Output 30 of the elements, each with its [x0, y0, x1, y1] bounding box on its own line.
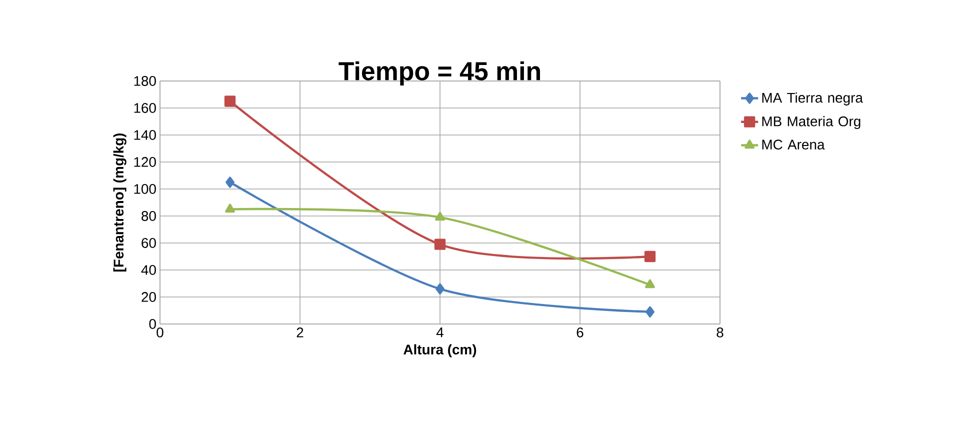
point: [225, 204, 235, 213]
point: [224, 96, 236, 107]
y-tick-label: 140: [134, 130, 156, 140]
y-tick-label: 100: [134, 184, 156, 194]
point: [435, 212, 445, 221]
y-tick-label: 160: [134, 103, 156, 113]
x-tick-label: 4: [436, 328, 444, 338]
y-tick-label: 0: [149, 319, 156, 329]
chart-title: Tiempo = 45 min: [338, 61, 540, 86]
y-tick-label: 80: [142, 211, 156, 221]
legend-label: MB Materia Org: [762, 116, 860, 130]
point: [646, 306, 654, 318]
x-tick-label: 8: [716, 328, 724, 338]
x-tick-label: 2: [296, 328, 304, 338]
y-axis-title: [Fenantreno] (mg/kg): [113, 133, 126, 272]
x-axis-title: Altura (cm): [404, 344, 476, 358]
point: [436, 283, 444, 294]
x-tick-label: 0: [156, 328, 164, 338]
y-tick-label: 120: [134, 157, 156, 167]
y-tick-label: 40: [141, 265, 156, 275]
point: [644, 250, 656, 262]
legend-label: MA Tierra negra: [762, 92, 863, 106]
y-tick-label: 180: [134, 76, 156, 86]
point: [645, 279, 655, 288]
x-tick-label: 6: [576, 328, 584, 338]
y-tick-label: 20: [142, 292, 156, 302]
point: [226, 176, 234, 188]
y-tick-label: 60: [142, 238, 156, 248]
legend-label: MC Arena: [762, 140, 825, 150]
point: [434, 238, 446, 250]
